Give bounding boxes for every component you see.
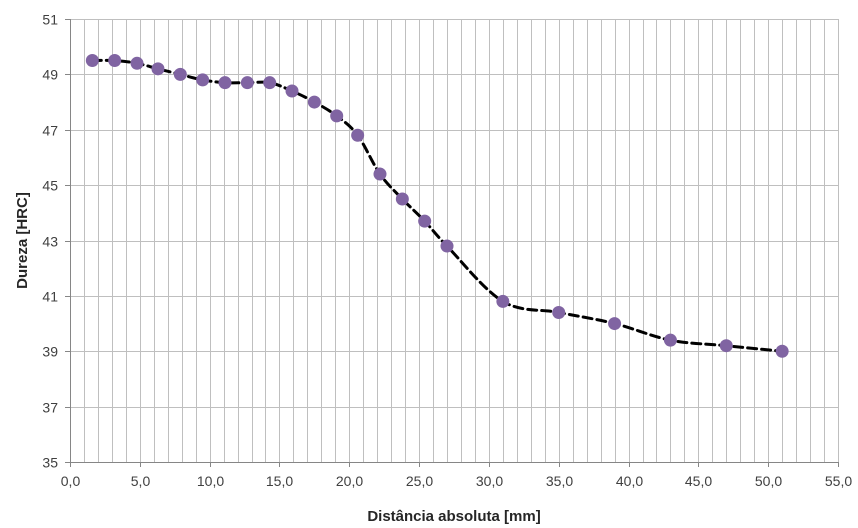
x-tick-label: 15,0 xyxy=(266,473,293,489)
y-tick-label: 41 xyxy=(42,289,58,305)
data-point xyxy=(196,73,210,87)
data-point xyxy=(240,76,254,90)
x-tick-label: 50,0 xyxy=(755,473,782,489)
x-tick-label: 30,0 xyxy=(476,473,503,489)
data-point xyxy=(496,294,510,308)
data-point xyxy=(330,109,344,123)
x-tick-label: 35,0 xyxy=(546,473,573,489)
series-line xyxy=(90,58,784,353)
data-point xyxy=(85,54,99,68)
y-tick-label: 49 xyxy=(42,67,58,83)
data-point xyxy=(663,333,677,347)
y-axis-title: Dureza [HRC] xyxy=(14,192,31,289)
data-point xyxy=(440,239,454,253)
x-axis-title: Distância absoluta [mm] xyxy=(367,508,540,525)
tick-labels: 0,0 5,0 10,0 15,0 20,0 25,0 30,0 35,0 40,0 45,0 50… xyxy=(42,12,852,490)
x-tick-label: 20,0 xyxy=(336,473,363,489)
data-point xyxy=(130,56,144,70)
data-point xyxy=(285,84,299,98)
y-tick-label: 37 xyxy=(42,400,58,416)
x-tick-label: 25,0 xyxy=(406,473,433,489)
x-tick-label: 5,0 xyxy=(131,473,151,489)
y-tick-label: 35 xyxy=(42,455,58,471)
data-point xyxy=(418,214,432,228)
data-point xyxy=(307,95,321,109)
grid-lines xyxy=(70,19,839,462)
data-point xyxy=(552,305,566,319)
data-point xyxy=(173,67,187,81)
data-point xyxy=(719,339,733,353)
y-tick-label: 45 xyxy=(42,178,58,194)
data-point xyxy=(373,167,387,181)
data-series xyxy=(85,54,789,358)
y-tick-label: 51 xyxy=(42,12,58,28)
x-tick-label: 10,0 xyxy=(197,473,224,489)
x-tick-label: 40,0 xyxy=(616,473,643,489)
y-tick-label: 43 xyxy=(42,234,58,250)
data-point xyxy=(775,344,789,358)
data-point xyxy=(608,317,622,331)
data-point xyxy=(151,62,165,76)
axes xyxy=(65,19,839,467)
y-tick-label: 39 xyxy=(42,344,58,360)
y-tick-label: 47 xyxy=(42,123,58,139)
x-tick-label: 0,0 xyxy=(61,473,81,489)
data-point xyxy=(263,76,277,90)
data-point xyxy=(218,76,232,90)
data-point xyxy=(108,54,122,68)
x-tick-label: 45,0 xyxy=(685,473,712,489)
data-point xyxy=(351,128,365,142)
x-tick-label: 55,0 xyxy=(825,473,852,489)
data-point xyxy=(395,192,409,206)
